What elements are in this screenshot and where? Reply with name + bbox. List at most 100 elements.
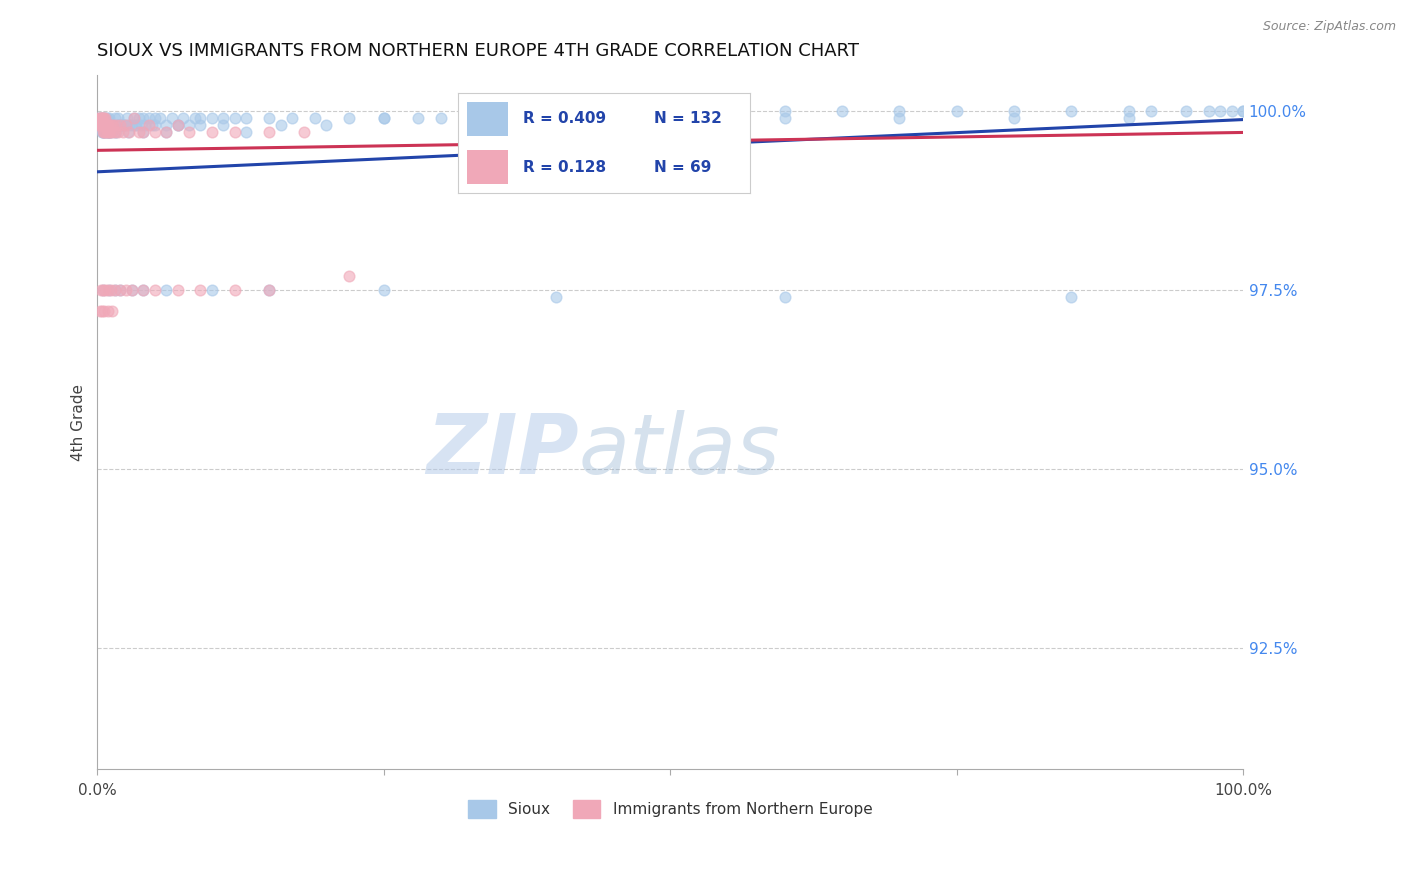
Point: [96, 118, 118, 132]
Point: [96, 118, 118, 132]
Point: [132, 283, 155, 297]
Point: [96, 125, 118, 139]
Point: [166, 118, 188, 132]
Point: [97, 118, 120, 132]
Point: [105, 118, 128, 132]
Point: [1174, 103, 1197, 118]
Point: [104, 118, 127, 132]
Text: Source: ZipAtlas.com: Source: ZipAtlas.com: [1263, 20, 1396, 33]
Point: [97, 125, 120, 139]
Point: [91, 111, 114, 125]
Point: [1060, 103, 1083, 118]
Point: [773, 103, 796, 118]
Point: [107, 111, 129, 125]
Point: [138, 111, 160, 125]
Point: [172, 111, 194, 125]
Point: [93, 118, 115, 132]
Point: [224, 111, 246, 125]
Point: [118, 125, 141, 139]
Point: [111, 125, 134, 139]
Point: [115, 283, 138, 297]
Legend: Sioux, Immigrants from Northern Europe: Sioux, Immigrants from Northern Europe: [463, 794, 879, 824]
Point: [257, 125, 280, 139]
Point: [100, 283, 122, 297]
Point: [101, 304, 124, 318]
Point: [87, 118, 110, 132]
Point: [90, 118, 112, 132]
Point: [97, 118, 120, 132]
Point: [91, 118, 114, 132]
Point: [110, 118, 132, 132]
Point: [100, 125, 122, 139]
Point: [90, 111, 112, 125]
Point: [773, 111, 796, 125]
Point: [91, 283, 114, 297]
Point: [406, 111, 429, 125]
Point: [1002, 103, 1025, 118]
Point: [773, 290, 796, 304]
Point: [103, 111, 125, 125]
Point: [190, 283, 212, 297]
Point: [93, 111, 115, 125]
Point: [1220, 103, 1243, 118]
Point: [544, 103, 567, 118]
Point: [103, 125, 125, 139]
Point: [1118, 111, 1140, 125]
Point: [89, 118, 111, 132]
Point: [281, 111, 304, 125]
Point: [659, 111, 682, 125]
Point: [224, 283, 246, 297]
Point: [235, 111, 257, 125]
Point: [143, 125, 166, 139]
Point: [132, 111, 155, 125]
Point: [257, 283, 280, 297]
Point: [235, 125, 257, 139]
Point: [212, 118, 235, 132]
Point: [115, 111, 138, 125]
Point: [91, 118, 114, 132]
Point: [91, 125, 114, 139]
Point: [103, 118, 125, 132]
Point: [98, 125, 121, 139]
Point: [132, 125, 155, 139]
Point: [122, 111, 145, 125]
Point: [190, 111, 212, 125]
Point: [96, 111, 118, 125]
Point: [91, 283, 114, 297]
Point: [93, 125, 115, 139]
Point: [134, 118, 156, 132]
Point: [292, 125, 315, 139]
Point: [87, 111, 110, 125]
Point: [97, 125, 120, 139]
Point: [430, 111, 453, 125]
Point: [94, 111, 117, 125]
Point: [93, 304, 115, 318]
Point: [129, 118, 152, 132]
Point: [486, 111, 509, 125]
Point: [184, 111, 207, 125]
Point: [90, 118, 112, 132]
Point: [889, 111, 911, 125]
Text: atlas: atlas: [578, 409, 780, 491]
Point: [190, 118, 212, 132]
Point: [339, 268, 361, 283]
Point: [124, 118, 146, 132]
Point: [373, 111, 395, 125]
Point: [201, 125, 224, 139]
Point: [96, 125, 118, 139]
Point: [97, 304, 120, 318]
Point: [97, 111, 120, 125]
Point: [89, 111, 111, 125]
Point: [373, 111, 395, 125]
Text: SIOUX VS IMMIGRANTS FROM NORTHERN EUROPE 4TH GRADE CORRELATION CHART: SIOUX VS IMMIGRANTS FROM NORTHERN EUROPE…: [97, 42, 859, 60]
Point: [125, 118, 148, 132]
Point: [149, 111, 172, 125]
Point: [89, 304, 111, 318]
Point: [177, 118, 200, 132]
Point: [94, 118, 117, 132]
Point: [155, 283, 177, 297]
Point: [111, 118, 134, 132]
Point: [143, 111, 166, 125]
Point: [94, 118, 117, 132]
Point: [97, 283, 120, 297]
